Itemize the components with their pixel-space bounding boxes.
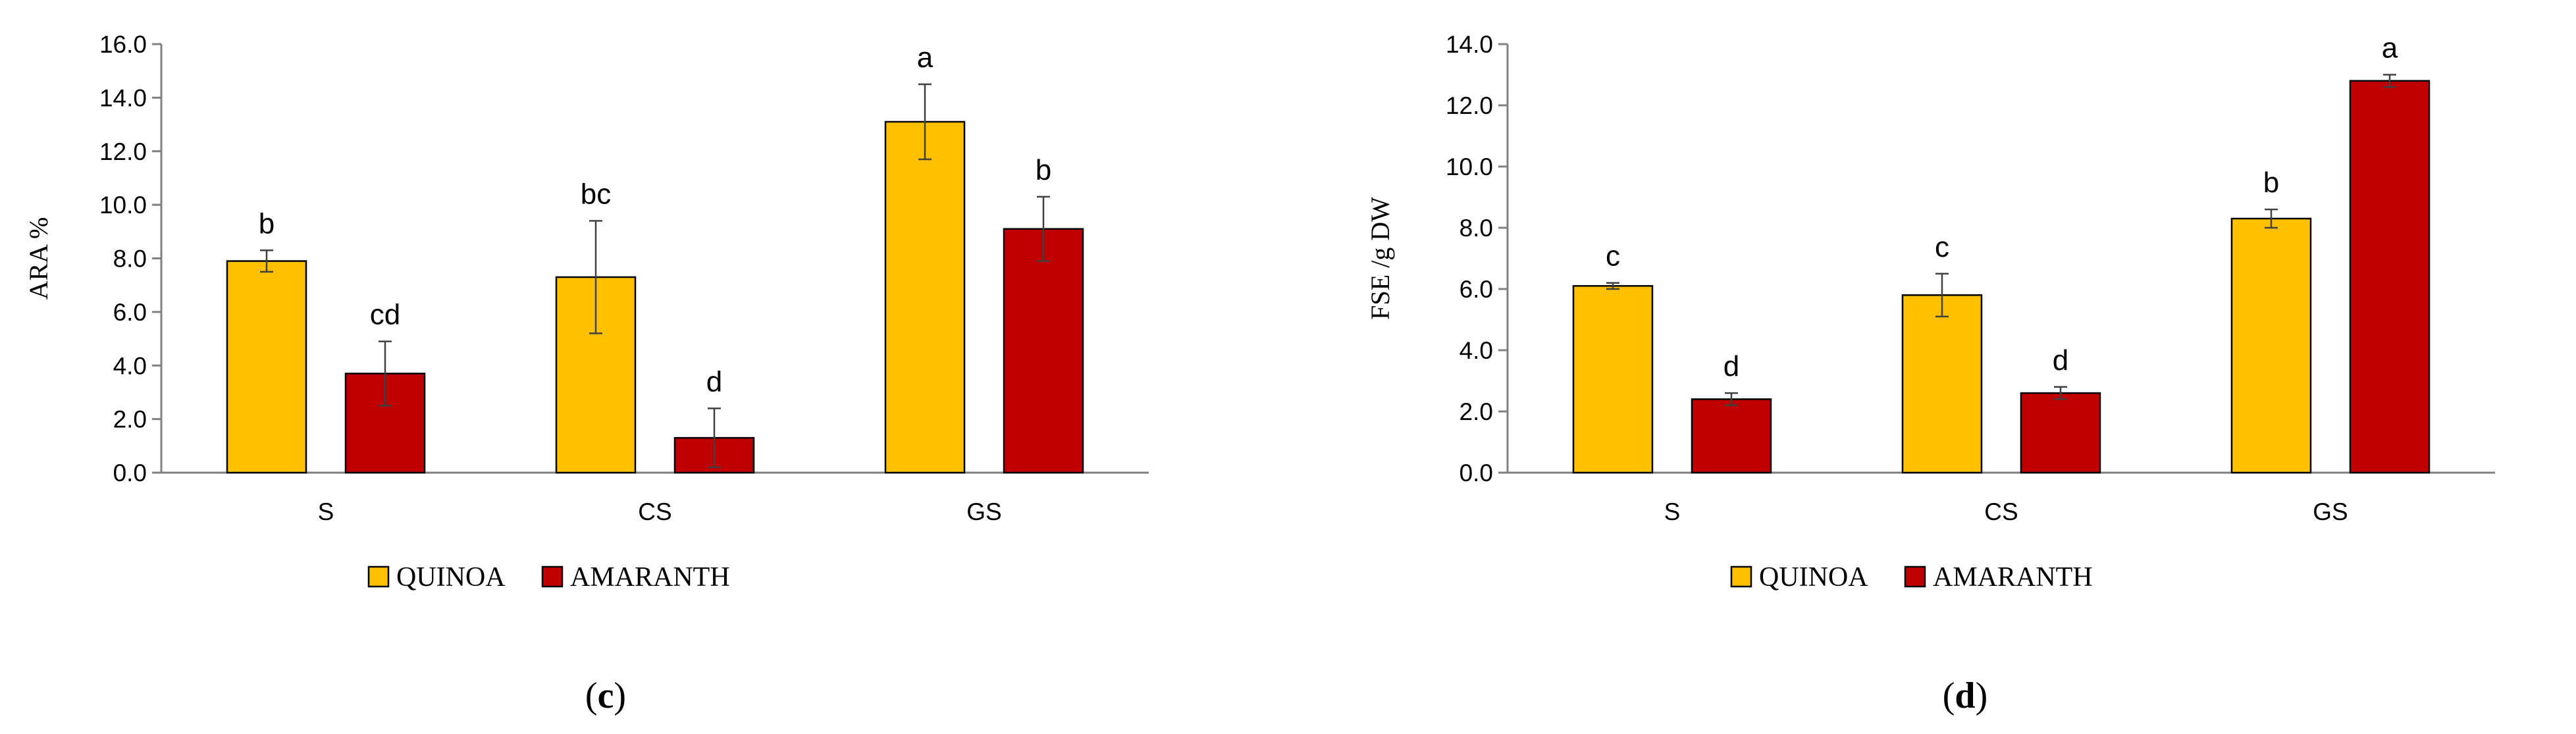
x-category-label: CS [638, 498, 671, 525]
bar-quinoa-cs [1901, 294, 1983, 474]
y-tick-label: 4.0 [113, 352, 147, 379]
x-category-label: S [1664, 498, 1681, 525]
y-tick-label: 16.0 [99, 31, 147, 58]
panel-letter: d [1955, 675, 1975, 716]
bar-quinoa-gs [2230, 217, 2312, 474]
y-tick-label: 10.0 [1446, 153, 1493, 180]
legend-label-quinoa: QUINOA [1759, 562, 1868, 592]
y-axis-label: FSE /g DW [1365, 197, 1395, 320]
significance-letter: c [1606, 240, 1620, 273]
panel-letter: c [598, 675, 614, 716]
y-tick-label: 2.0 [1459, 398, 1493, 425]
legend-swatch-quinoa [1730, 565, 1752, 588]
bar-amaranth-cs [2020, 392, 2101, 474]
x-category-label: S [318, 498, 334, 525]
legend-swatch-amaranth [1904, 565, 1926, 588]
y-tick-label: 6.0 [113, 299, 147, 326]
y-tick-label: 2.0 [113, 406, 147, 433]
significance-letter: b [2263, 167, 2279, 199]
significance-letter: d [706, 365, 722, 398]
y-tick-label: 14.0 [99, 84, 147, 111]
x-category-label: GS [966, 498, 1001, 525]
significance-letter: d [2053, 344, 2068, 377]
y-tick-label: 12.0 [1446, 92, 1493, 119]
y-tick-label: 6.0 [1459, 276, 1493, 303]
bar-amaranth-gs [2349, 80, 2431, 474]
panel-label: (c) [585, 675, 626, 716]
bar-quinoa-s [226, 260, 307, 474]
legend-swatch-quinoa [367, 565, 390, 588]
y-tick-label: 10.0 [99, 192, 147, 219]
bar-amaranth-s [1691, 398, 1772, 474]
y-tick-label: 8.0 [113, 246, 147, 273]
bar-amaranth-gs [1003, 228, 1084, 474]
y-tick-label: 0.0 [1459, 459, 1493, 486]
significance-letter: a [2382, 32, 2398, 65]
y-tick-label: 0.0 [113, 459, 147, 486]
significance-letter: bc [581, 178, 611, 211]
bar-quinoa-s [1572, 285, 1654, 474]
significance-letter: cd [370, 299, 400, 331]
panel-label: (d) [1943, 675, 1987, 716]
legend-label-amaranth: AMARANTH [1933, 562, 2093, 592]
y-tick-label: 12.0 [99, 138, 147, 165]
significance-letter: c [1935, 231, 1949, 263]
x-category-label: GS [2313, 498, 2348, 525]
legend-label-amaranth: AMARANTH [570, 562, 730, 592]
x-category-label: CS [1984, 498, 2018, 525]
bar-quinoa-gs [884, 120, 966, 474]
legend-label-quinoa: QUINOA [396, 562, 506, 592]
significance-letter: d [1723, 350, 1739, 382]
y-tick-label: 8.0 [1459, 215, 1493, 242]
significance-letter: b [1036, 154, 1051, 186]
significance-letter: b [259, 207, 275, 240]
y-tick-label: 14.0 [1446, 31, 1493, 58]
significance-letter: a [917, 41, 933, 74]
legend-swatch-amaranth [541, 565, 564, 588]
y-tick-label: 4.0 [1459, 337, 1493, 364]
y-axis-label: ARA % [24, 217, 53, 300]
